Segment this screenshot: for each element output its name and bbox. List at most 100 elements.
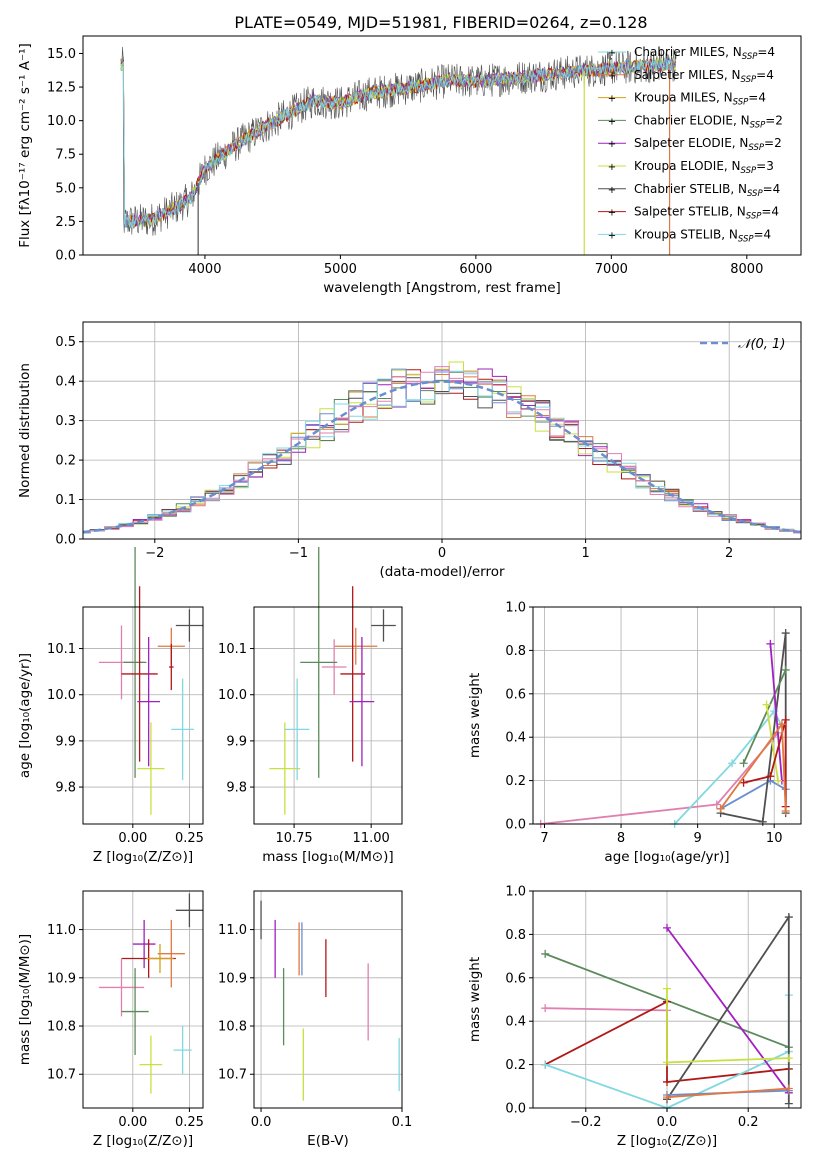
errorbar-point [98,958,145,1017]
y-tick-label: 2.5 [55,215,76,230]
y-tick-label: 0.6 [505,971,526,986]
axes-frame [532,606,802,825]
spectrum-model-line [120,58,677,228]
x-tick-label: 10 [766,831,783,846]
weight-series-line [769,643,783,781]
legend-label: Kroupa MILES, NSSP=4 [634,91,766,108]
weight-series-line [666,988,789,1064]
x-tick-label: −1 [289,546,308,561]
y-tick-label: 7.5 [55,148,76,163]
legend-marker: + [608,139,616,150]
x-tick-label: 10.75 [275,831,312,846]
y-tick-label: 9.8 [226,781,247,796]
spectrum-lines [120,46,677,255]
x-tick-label: 9 [693,831,701,846]
legend-label: Chabrier MILES, NSSP=4 [634,45,775,62]
weight-point-marker [541,1004,550,1013]
weight-point-marker [784,1099,793,1108]
x-tick-label: 0.2 [738,1115,759,1130]
y-tick-label: 10.8 [47,1020,76,1035]
weight-point-marker [663,923,671,932]
errorbar-point [321,639,347,695]
figure-title: PLATE=0549, MJD=51981, FIBERID=0264, z=0… [234,13,647,32]
histogram-series [83,366,801,534]
errorbar-point [132,919,156,969]
weight-point-marker [712,800,721,809]
x-axis-label: (data-model)/error [379,564,505,580]
y-tick-label: 0.0 [505,818,526,833]
errorbar-point [334,627,378,665]
errorbar-point [173,1026,192,1075]
errorbar-point [146,944,174,973]
y-tick-label: 10.9 [47,971,76,986]
y-axis-label: mass weight [467,673,483,758]
x-tick-label: 1 [581,546,589,561]
spectrum-model-line [120,58,676,226]
y-tick-label: 5.0 [55,181,76,196]
errorbar-point [123,546,147,778]
spectrum-model-line [120,57,676,228]
y-tick-label: 0.4 [55,375,76,390]
y-tick-label: 10.7 [218,1068,247,1083]
x-tick-label: 11.00 [353,831,390,846]
weight-point-marker [663,1077,671,1086]
legend-marker: + [608,208,616,219]
y-axis-label: Flux [fλ10⁻¹⁷ erg cm⁻² s⁻¹ A⁻¹] [17,43,33,248]
weight-series-line [742,669,787,764]
errorbar-point [300,546,338,778]
y-tick-label: 9.9 [55,734,76,749]
errorbar-point [171,678,194,781]
legend-label: Salpeter ELODIE, NSSP=2 [634,136,782,153]
weight-point-marker [774,776,783,785]
errorbar-point [169,643,174,691]
y-tick-label: 15.0 [47,47,76,62]
normal-curve [83,380,801,534]
weight-point-marker [766,639,775,648]
weight-point-marker [663,984,671,993]
spectrum-model-line [120,56,677,229]
y-tick-label: 0.1 [55,493,76,508]
legend-label: Salpeter MILES, NSSP=4 [634,68,774,85]
weight-point-marker [766,772,775,781]
errorbar-point [157,919,185,988]
errorbar-point [371,609,396,642]
legend-label: Chabrier STELIB, NSSP=4 [634,182,780,199]
weight-point-marker [781,629,790,638]
axes-frame [82,35,802,256]
x-tick-label: 2 [725,546,733,561]
y-tick-label: 0.4 [505,1015,526,1030]
axes-frame [82,890,204,1109]
y-tick-label: 10.0 [218,688,247,703]
y-tick-label: 9.9 [226,734,247,749]
x-tick-label: −2 [145,546,164,561]
legend-marker: + [608,48,616,59]
x-axis-label: wavelength [Angstrom, rest frame] [323,280,561,296]
spectrum-panel: 4000 5000 6000 7000 8000 0.0 2.5 5.0 7.5 10.0 12.5… [17,35,802,296]
weight-series-line [720,632,787,823]
age-weight-panel: 7 8 9 10 0.0 0.2 0.4 0.6 0.8 1.0 age [log₁₀(age/yr… [467,601,802,865]
legend-label: Kroupa STELIB, NSSP=4 [634,227,771,244]
hist-group [83,361,801,534]
x-tick-label: 8 [617,831,625,846]
axes-frame [253,606,403,825]
weight-series-line [666,1087,789,1099]
y-tick-label: 10.7 [47,1068,76,1083]
weight-point-marker [762,700,771,709]
histogram-series [83,361,801,532]
mass-age-panel: 10.75 11.00 9.8 9.9 10.0 10.1 mass [log₁₀(M/M⊙… [218,546,403,865]
spectrum-model-line [120,58,677,227]
errorbar-point [340,586,365,762]
y-tick-label: 0.8 [505,644,526,659]
y-axis-label: age [log₁₀(age/yr)] [17,653,33,778]
residuals-panel: −2 −1 0 1 2 0.0 0.1 0.2 0.3 0.4 0.5 (data-model)/er… [17,321,802,580]
errorbar-point [139,1035,163,1094]
legend-marker: + [608,94,616,105]
y-axis-label: mass [log₁₀(M/M⊙)] [17,934,33,1065]
x-tick-label: 0.00 [118,831,147,846]
x-tick-label: 7000 [595,262,628,277]
legend-label: Salpeter STELIB, NSSP=4 [634,205,779,222]
y-tick-label: 10.1 [47,642,76,657]
errorbar-point [137,722,165,815]
y-tick-label: 0.2 [55,454,76,469]
legend-label: Kroupa ELODIE, NSSP=3 [634,159,774,176]
